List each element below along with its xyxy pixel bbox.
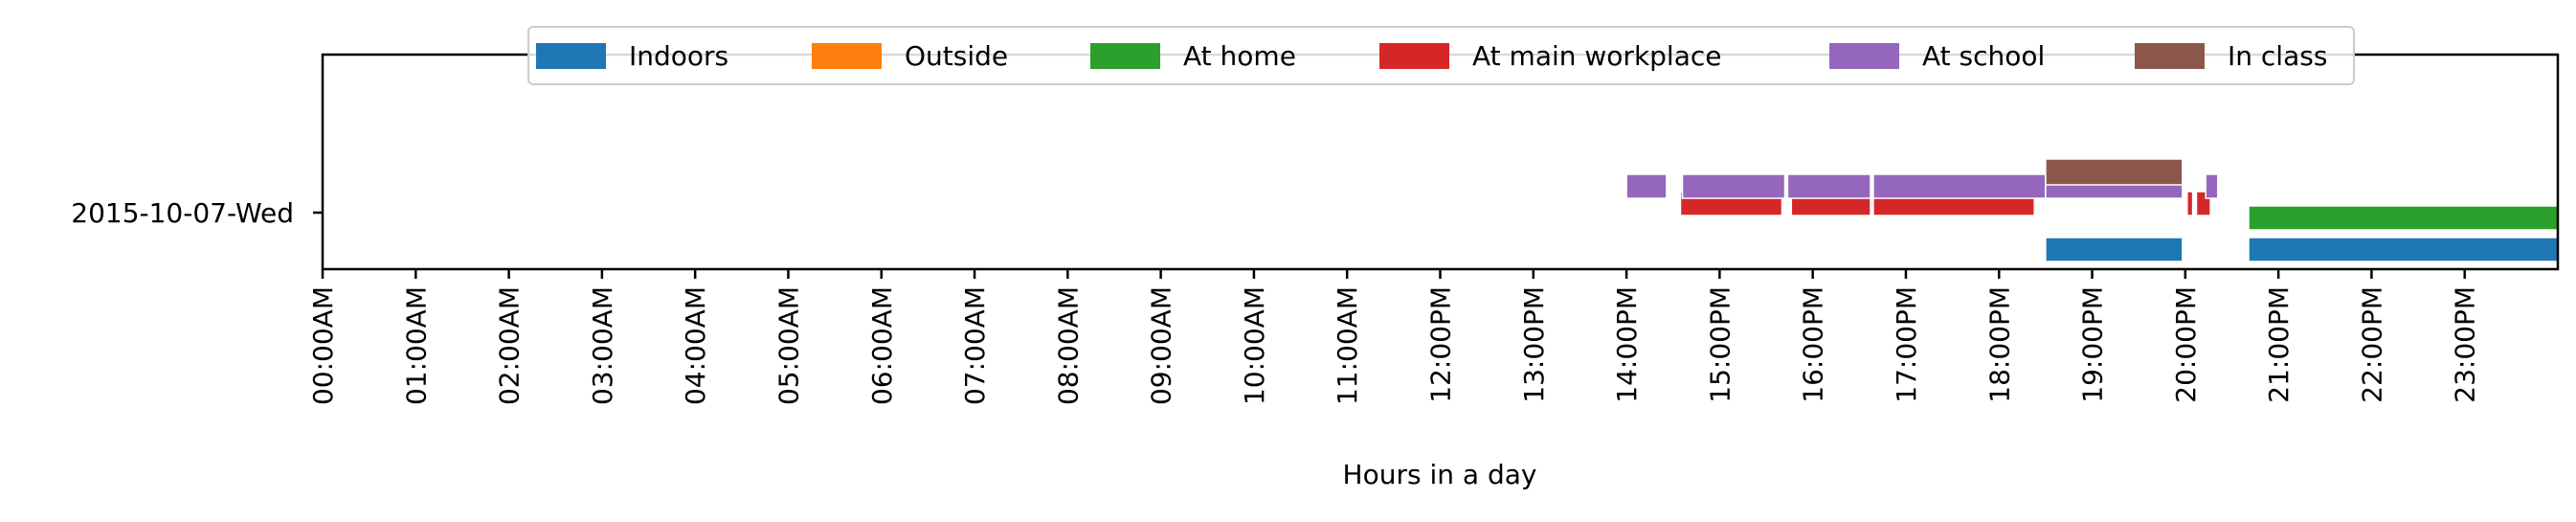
x-tick-label-9: 09:00AM	[1146, 286, 1177, 405]
bar-at-home-0	[2248, 205, 2559, 231]
legend-swatch-at-school	[1829, 43, 1899, 69]
bar-at-school-5	[2205, 173, 2219, 199]
x-tick-label-7: 07:00AM	[959, 286, 991, 405]
x-tick-label-4: 04:00AM	[680, 286, 711, 405]
x-tick-label-6: 06:00AM	[866, 286, 898, 405]
legend: Indoors Outside At home At main workplace At…	[527, 26, 2355, 85]
legend-label-at-main-workplace: At main workplace	[1472, 40, 1722, 72]
y-tick-label-0: 2015-10-07-Wed	[71, 197, 294, 229]
x-tick-label-16: 16:00PM	[1798, 286, 1829, 403]
legend-entry-indoors: Indoors	[536, 40, 728, 72]
x-tick-label-1: 01:00AM	[400, 286, 432, 405]
x-tick-label-13: 13:00PM	[1518, 286, 1550, 403]
legend-label-outside: Outside	[905, 40, 1008, 72]
legend-swatch-outside	[812, 43, 882, 69]
legend-label-at-school: At school	[1922, 40, 2045, 72]
x-tick-label-3: 03:00AM	[587, 286, 618, 405]
bar-indoors-1	[2248, 237, 2559, 262]
legend-swatch-at-home	[1090, 43, 1160, 69]
legend-label-in-class: In class	[2228, 40, 2327, 72]
x-tick-label-21: 21:00PM	[2263, 286, 2295, 403]
x-tick-label-11: 11:00AM	[1332, 286, 1363, 405]
legend-swatch-at-main-workplace	[1379, 43, 1449, 69]
bar-at-school-2	[1786, 173, 1871, 199]
legend-entry-in-class: In class	[2135, 40, 2327, 72]
x-tick-label-14: 14:00PM	[1611, 286, 1643, 403]
x-tick-label-2: 02:00AM	[494, 286, 526, 405]
legend-swatch-indoors	[536, 43, 606, 69]
bar-in-class-0	[2045, 158, 2184, 186]
legend-entry-at-school: At school	[1829, 40, 2045, 72]
x-tick-label-23: 23:00PM	[2450, 286, 2481, 403]
legend-entry-at-main-workplace: At main workplace	[1379, 40, 1722, 72]
x-tick-label-10: 10:00AM	[1239, 286, 1270, 405]
bar-at-main-workplace-3	[2186, 191, 2194, 216]
x-tick-label-20: 20:00PM	[2170, 286, 2202, 403]
legend-label-indoors: Indoors	[629, 40, 728, 72]
x-tick-label-5: 05:00AM	[773, 286, 805, 405]
legend-entry-at-home: At home	[1090, 40, 1296, 72]
legend-entry-outside: Outside	[812, 40, 1008, 72]
x-tick-label-8: 08:00AM	[1052, 286, 1084, 405]
legend-label-at-home: At home	[1183, 40, 1296, 72]
x-tick-label-19: 19:00PM	[2077, 286, 2109, 403]
x-tick-label-17: 17:00PM	[1891, 286, 1922, 403]
bar-at-school-1	[1681, 173, 1786, 199]
x-tick-label-12: 12:00PM	[1425, 286, 1457, 403]
bars-layer	[1625, 158, 2559, 262]
bar-at-school-3	[1872, 173, 2047, 199]
bar-indoors-0	[2045, 237, 2184, 262]
x-tick-label-15: 15:00PM	[1704, 286, 1736, 403]
x-axis: 00:00AM 01:00AM 02:00AM 03:00AM 04:00AM 05:00…	[307, 269, 2481, 405]
x-tick-label-0: 00:00AM	[307, 286, 339, 405]
plot-frame	[321, 53, 2560, 271]
x-axis-label: Hours in a day	[1343, 459, 1537, 490]
y-axis: 2015-10-07-Wed	[71, 197, 323, 229]
x-tick-label-18: 18:00PM	[1983, 286, 2015, 403]
bar-at-school-0	[1625, 173, 1668, 199]
legend-swatch-in-class	[2135, 43, 2205, 69]
x-tick-label-22: 22:00PM	[2356, 286, 2387, 403]
